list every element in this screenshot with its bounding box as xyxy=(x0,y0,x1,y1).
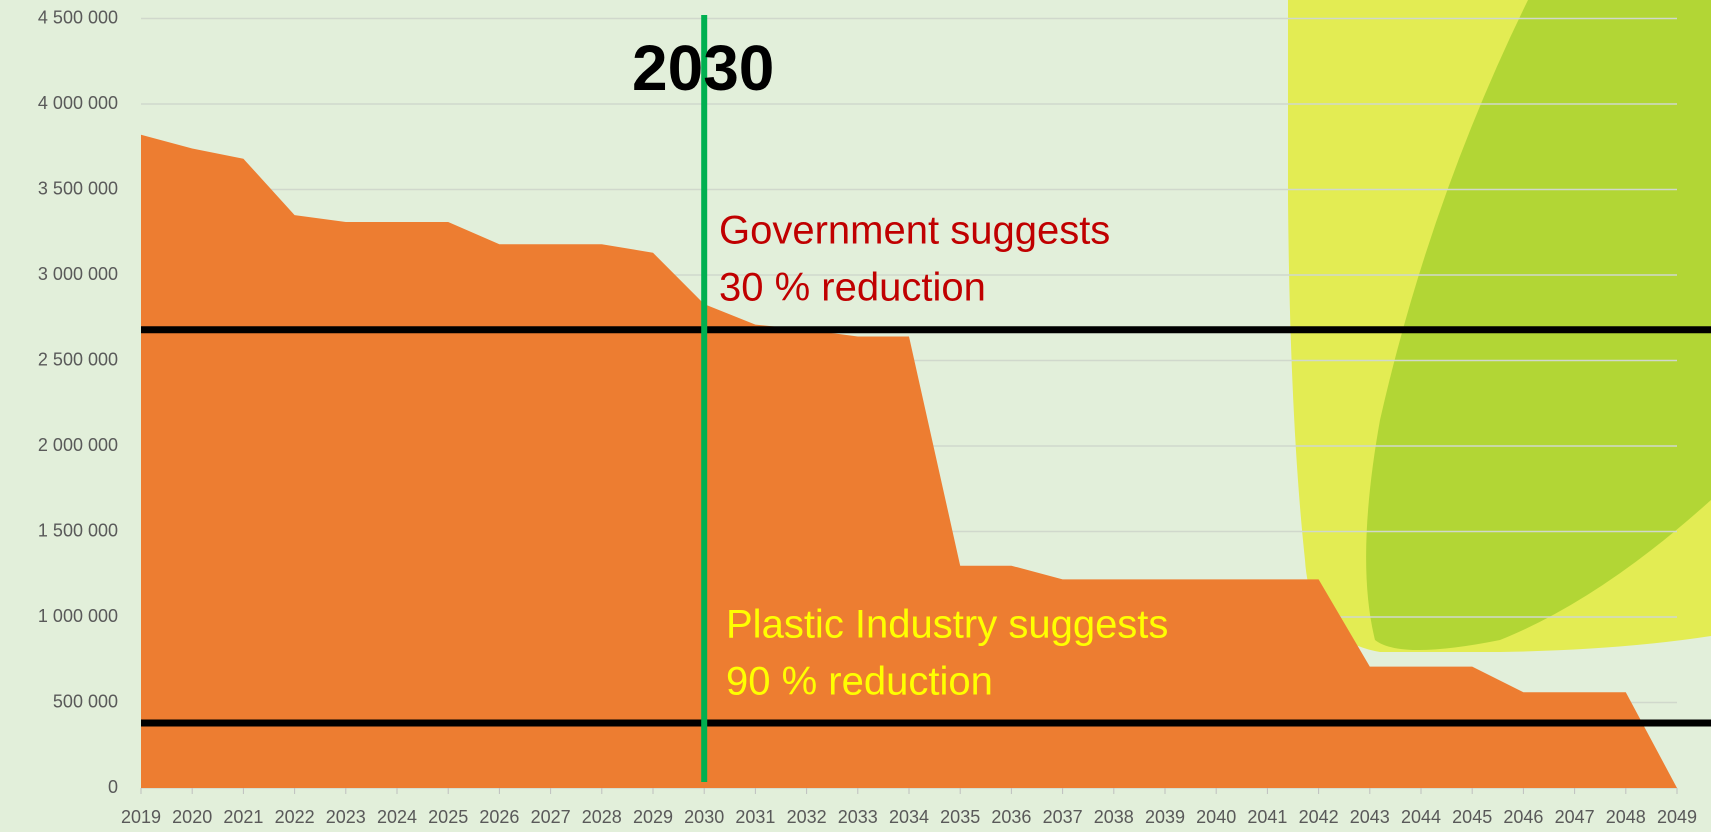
x-tick-label: 2035 xyxy=(940,807,980,827)
x-tick-label: 2022 xyxy=(275,807,315,827)
y-tick-label: 500 000 xyxy=(53,691,118,711)
annotation: 30 % reduction xyxy=(719,266,986,310)
x-tick-label: 2037 xyxy=(1043,807,1083,827)
x-tick-label: 2033 xyxy=(838,807,878,827)
y-tick-label: 1 000 000 xyxy=(38,606,118,626)
x-tick-label: 2046 xyxy=(1503,807,1543,827)
x-tick-label: 2043 xyxy=(1350,807,1390,827)
x-tick-label: 2030 xyxy=(684,807,724,827)
y-tick-label: 3 000 000 xyxy=(38,264,118,284)
x-tick-label: 2021 xyxy=(223,807,263,827)
x-tick-label: 2027 xyxy=(531,807,571,827)
x-tick-label: 2019 xyxy=(121,807,161,827)
x-tick-label: 2038 xyxy=(1094,807,1134,827)
x-tick-label: 2039 xyxy=(1145,807,1185,827)
x-tick-label: 2029 xyxy=(633,807,673,827)
x-tick-label: 2036 xyxy=(991,807,1031,827)
x-tick-label: 2034 xyxy=(889,807,929,827)
x-tick-label: 2040 xyxy=(1196,807,1236,827)
x-tick-label: 2042 xyxy=(1299,807,1339,827)
x-tick-label: 2032 xyxy=(787,807,827,827)
x-tick-label: 2028 xyxy=(582,807,622,827)
x-tick-label: 2048 xyxy=(1606,807,1646,827)
y-tick-label: 0 xyxy=(108,777,118,797)
x-tick-label: 2044 xyxy=(1401,807,1441,827)
annotation: Government suggests xyxy=(719,209,1110,253)
annotation: Plastic Industry suggests xyxy=(726,603,1168,647)
x-tick-label: 2041 xyxy=(1247,807,1287,827)
y-tick-label: 4 500 000 xyxy=(38,7,118,27)
x-tick-label: 2026 xyxy=(479,807,519,827)
x-tick-label: 2024 xyxy=(377,807,417,827)
highlight-label: 2030 xyxy=(632,32,774,104)
annotation: 90 % reduction xyxy=(726,660,993,704)
y-tick-label: 2 500 000 xyxy=(38,349,118,369)
x-tick-label: 2020 xyxy=(172,807,212,827)
x-tick-label: 2049 xyxy=(1657,807,1697,827)
y-tick-label: 4 000 000 xyxy=(38,93,118,113)
area xyxy=(141,134,1677,788)
x-tick-label: 2025 xyxy=(428,807,468,827)
x-tick-label: 2047 xyxy=(1555,807,1595,827)
x-tick-label: 2023 xyxy=(326,807,366,827)
y-tick-label: 3 500 000 xyxy=(38,178,118,198)
y-tick-label: 1 500 000 xyxy=(38,520,118,540)
leaf-inner xyxy=(1366,0,1711,650)
y-tick-label: 2 000 000 xyxy=(38,435,118,455)
x-tick-label: 2031 xyxy=(735,807,775,827)
x-tick-label: 2045 xyxy=(1452,807,1492,827)
